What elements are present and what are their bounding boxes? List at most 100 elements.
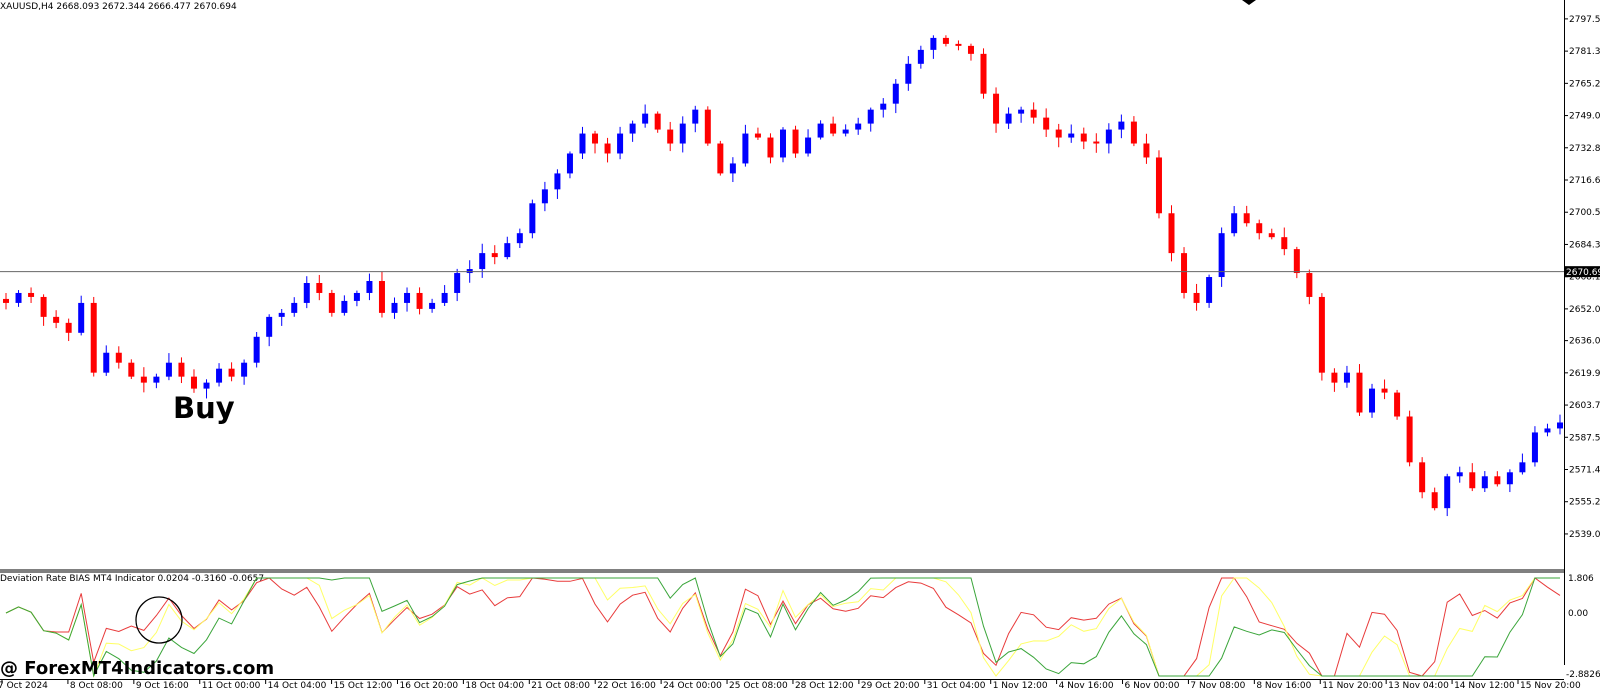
candle-body (1431, 492, 1438, 509)
candle-body (90, 302, 97, 373)
candle (78, 295, 85, 336)
candle (140, 367, 147, 393)
candle (792, 125, 799, 158)
candle-body (165, 362, 172, 377)
price-tick-label: 2700.520 (1569, 208, 1600, 218)
candle-body (466, 269, 473, 274)
time-tick-label: 21 Oct 08:00 (531, 681, 590, 689)
candle (654, 111, 661, 133)
candle-body (1193, 292, 1200, 303)
candle-body (1181, 253, 1188, 293)
candle (604, 137, 611, 163)
candle (28, 287, 35, 303)
candle-body (842, 129, 849, 134)
time-tick-label: 18 Oct 04:00 (465, 681, 524, 689)
candle (328, 289, 335, 317)
candle-body (917, 49, 924, 64)
candle-body (416, 292, 423, 309)
candle (190, 369, 197, 393)
candle-body (1168, 213, 1175, 254)
candle (1018, 106, 1025, 123)
highlight-circle (135, 596, 183, 644)
time-tick-label: 1 Nov 12:00 (993, 681, 1048, 689)
candle (1218, 227, 1225, 287)
candle (592, 130, 599, 154)
candle-body (1369, 388, 1376, 413)
candle (1231, 206, 1238, 237)
candle-body (1068, 133, 1075, 138)
candle (404, 287, 411, 312)
candle-body (1118, 121, 1125, 130)
candle-body (1481, 476, 1488, 489)
candle (667, 121, 674, 152)
candle-body (1469, 472, 1476, 489)
candle (353, 290, 360, 307)
candle-body (830, 123, 837, 134)
candle-body (153, 376, 160, 383)
candle (1544, 423, 1551, 437)
candle (316, 274, 323, 301)
candle (429, 298, 436, 313)
candle-body (930, 37, 937, 50)
candle-body (3, 298, 9, 303)
candle-body (767, 137, 774, 158)
candle (479, 243, 486, 278)
candle (1444, 473, 1451, 517)
candle-body (717, 143, 724, 174)
candle-body (454, 273, 461, 293)
candle (1469, 463, 1476, 492)
time-tick-label: 14 Oct 04:00 (268, 681, 327, 689)
time-tick-label: 8 Oct 08:00 (70, 681, 123, 689)
candle-body (228, 368, 235, 377)
candlestick-series (3, 35, 1563, 517)
candle (103, 345, 110, 376)
candle-body (429, 302, 436, 309)
candle (115, 346, 122, 369)
candle-body (566, 153, 573, 174)
current-price-value: 2670.694 (1566, 268, 1600, 278)
object-marker-icon (1242, 0, 1256, 5)
candle (90, 296, 97, 377)
candle (942, 35, 949, 47)
indicator-series-line (5, 577, 1561, 677)
candle-body (1105, 129, 1112, 144)
candle (541, 181, 548, 212)
price-tick-label: 2636.085 (1569, 337, 1600, 347)
candle-body (880, 103, 887, 110)
candle-body (1331, 372, 1338, 383)
candle-body (190, 376, 197, 389)
candle-body (704, 109, 711, 144)
price-tick-label: 2539.065 (1569, 530, 1600, 540)
indicator-lines (5, 577, 1561, 678)
candle (1394, 389, 1401, 420)
candle-body (53, 316, 60, 323)
indicator-scale-top: 1.806 (1568, 574, 1594, 584)
current-price-tag (1564, 266, 1600, 278)
candle (516, 228, 523, 248)
candle (1343, 365, 1350, 388)
candle-body (40, 296, 47, 317)
candle-body (554, 173, 561, 190)
candle-body (78, 302, 85, 333)
candle-body (1093, 141, 1100, 144)
candle (629, 120, 636, 142)
candle (1268, 228, 1275, 240)
time-tick-label: 16 Oct 20:00 (399, 681, 458, 689)
candle (1093, 133, 1100, 153)
candle (867, 107, 874, 132)
candle (366, 273, 373, 301)
time-tick-label: 6 Nov 00:00 (1125, 681, 1180, 689)
candle-body (1306, 273, 1313, 297)
candle-body (1080, 133, 1087, 142)
candle (1055, 123, 1062, 148)
candle-body (1494, 476, 1501, 485)
candle (930, 35, 937, 59)
candle-body (504, 243, 511, 258)
candle (228, 362, 235, 382)
candle-body (654, 113, 661, 130)
candle-body (1394, 392, 1401, 417)
watermark: @ ForexMT4Indicators.com (0, 658, 274, 679)
candle (642, 104, 649, 128)
candle-body (1381, 388, 1388, 393)
